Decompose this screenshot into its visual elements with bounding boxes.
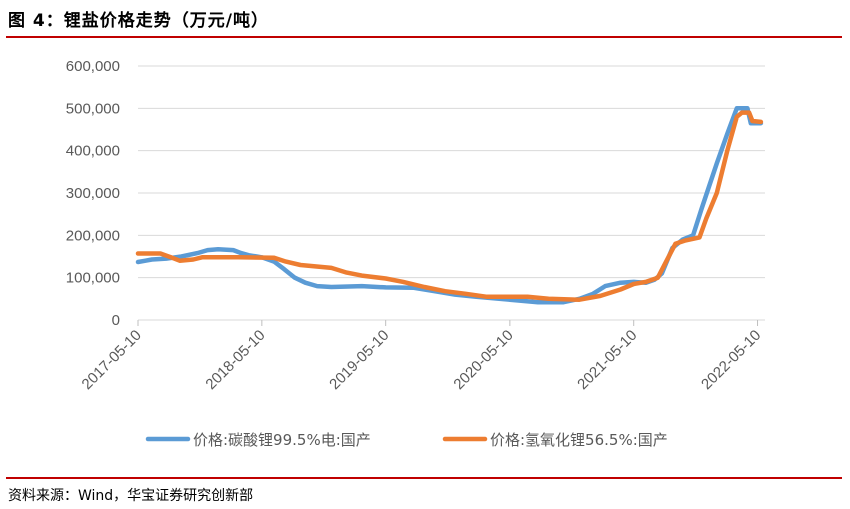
- x-tick-label: 2019-05-10: [326, 327, 392, 393]
- y-tick-label: 400,000: [66, 143, 120, 160]
- series-lines: [135, 106, 764, 305]
- source-note: 资料来源：Wind，华宝证券研究创新部: [8, 488, 254, 504]
- y-tick-label: 500,000: [66, 100, 120, 117]
- legend-label-2: 价格:氢氧化锂56.5%:国产: [490, 431, 668, 449]
- line-chart: 0 100,000 200,000 300,000 400,000 500,000 600,…: [66, 58, 765, 449]
- x-tick-label: 2017-05-10: [79, 327, 145, 393]
- x-axis: 2017-05-10 2018-05-10 2019-05-10 2020-05-10…: [79, 319, 765, 393]
- series-line-1: [135, 106, 764, 305]
- y-tick-label: 600,000: [66, 58, 120, 75]
- y-tick-label: 300,000: [66, 185, 120, 202]
- figure-title: 图 4：锂盐价格走势（万元/吨）: [8, 11, 269, 31]
- y-tick-label: 100,000: [66, 270, 120, 287]
- y-axis-ticks: 0 100,000 200,000 300,000 400,000 500,000 600,…: [66, 58, 120, 329]
- top-rule: [6, 36, 842, 38]
- series-line-2: [135, 110, 764, 302]
- gridlines: [138, 65, 765, 279]
- x-tick-label: 2022-05-10: [698, 327, 764, 393]
- x-tick-label: 2018-05-10: [202, 327, 268, 393]
- x-tick-label: 2021-05-10: [574, 327, 640, 393]
- legend: 价格:碳酸锂99.5%电:国产 价格:氢氧化锂56.5%:国产: [145, 431, 668, 449]
- y-tick-label: 0: [112, 312, 120, 329]
- bottom-rule: [6, 477, 842, 479]
- x-tick-label: 2020-05-10: [450, 327, 516, 393]
- y-tick-label: 200,000: [66, 227, 120, 244]
- legend-label-1: 价格:碳酸锂99.5%电:国产: [193, 431, 371, 449]
